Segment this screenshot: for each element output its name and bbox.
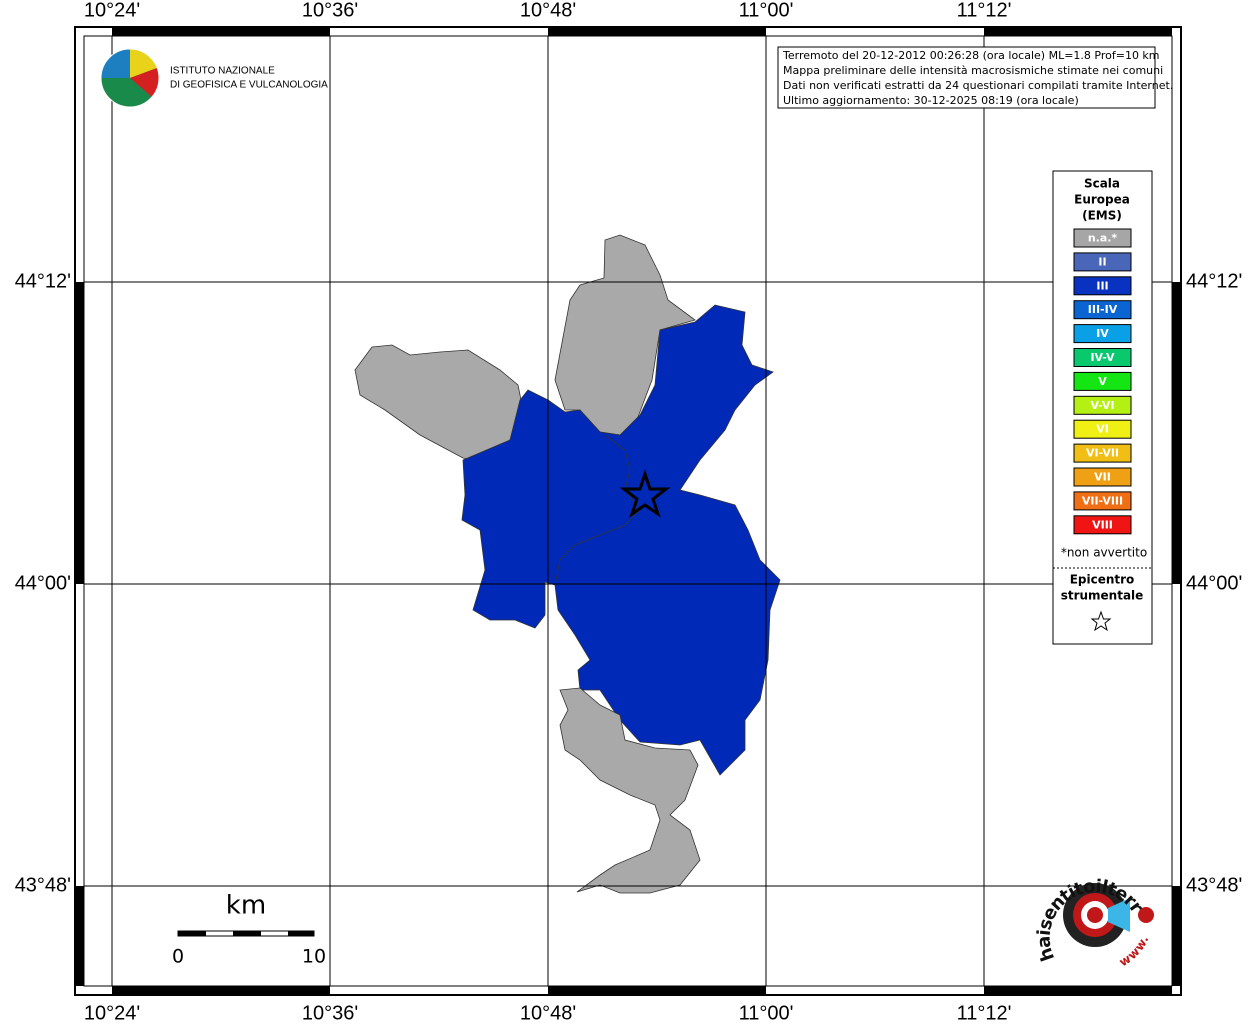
legend-label: IV <box>1096 327 1109 340</box>
legend-swatch <box>1073 395 1132 415</box>
info-line: Mappa preliminare delle intensità macros… <box>783 64 1163 77</box>
lon-label: 10°48' <box>520 0 576 21</box>
legend-swatch <box>1073 348 1132 367</box>
legend-label: VI <box>1096 423 1109 436</box>
legend-swatch <box>1073 371 1132 391</box>
lon-label: 10°48' <box>520 1002 576 1024</box>
legend-swatch <box>1073 324 1132 344</box>
municipality-na <box>354 344 523 461</box>
info-box <box>777 46 1156 109</box>
epicenter-star <box>619 469 671 518</box>
info-line: Dati non verificati estratti da 24 quest… <box>783 79 1173 92</box>
legend-star <box>1090 610 1112 632</box>
legend-swatch <box>1073 252 1132 272</box>
legend-swatch <box>1073 300 1132 320</box>
frame-bars <box>75 27 1181 995</box>
lat-label: 44°12' <box>15 270 71 292</box>
scale-end: 10 <box>302 946 326 968</box>
lon-label: 10°36' <box>302 0 358 21</box>
legend-swatch <box>1073 443 1132 463</box>
lat-label: 44°00' <box>1186 572 1242 594</box>
info-text: Terremoto del 20-12-2012 00:26:28 (ora l… <box>782 49 1173 107</box>
info-line: Ultimo aggiornamento: 30-12-2025 08:19 (… <box>783 94 1079 107</box>
legend-swatch <box>1073 276 1132 296</box>
legend-swatch <box>1073 515 1132 535</box>
legend-swatch <box>1073 419 1132 439</box>
legend: ScalaEuropea(EMS)n.a.*IIIIIIII-IVIVIV-VV… <box>1061 177 1147 603</box>
lon-label: 11°00' <box>739 1002 794 1024</box>
legend-label: II <box>1098 255 1106 268</box>
legend-title: (EMS) <box>1082 209 1122 223</box>
legend-swatch <box>1073 491 1132 511</box>
lon-label: 10°24' <box>84 0 140 21</box>
municipality-iii <box>461 304 781 776</box>
scale-bar: km 0 10 <box>172 891 326 968</box>
legend-note: *non avvertito <box>1061 546 1147 560</box>
legend-label: VII-VIII <box>1082 494 1123 507</box>
institute-name: DI GEOFISICA E VULCANOLOGIA <box>170 80 328 91</box>
graticule <box>84 36 1172 986</box>
municipal-border <box>554 434 641 586</box>
legend-swatch <box>1073 467 1132 487</box>
legend-epicenter: Epicentro <box>1070 573 1135 587</box>
institute-name: ISTITUTO NAZIONALE <box>170 66 275 77</box>
lat-label: 44°12' <box>1186 270 1242 292</box>
legend-label: VIII <box>1092 518 1113 531</box>
lon-label: 11°00' <box>739 0 794 21</box>
lon-label: 11°12' <box>957 0 1012 21</box>
scale-unit: km <box>226 891 266 921</box>
legend-label: VI-VII <box>1086 447 1119 460</box>
legend-label: III-IV <box>1088 303 1118 316</box>
coordinate-labels: 10°24' 10°24' 10°36' 10°36' 10°48' 10°48' 11°0… <box>15 0 1243 1024</box>
lon-label: 11°12' <box>957 1002 1012 1024</box>
lat-label: 44°00' <box>15 572 71 594</box>
legend-label: V-VI <box>1090 399 1114 412</box>
legend-title: Europea <box>1074 193 1130 207</box>
lat-label: 43°48' <box>15 874 71 896</box>
legend-epicenter: strumentale <box>1061 589 1144 603</box>
legend-label: n.a.* <box>1088 232 1118 245</box>
municipality-na <box>559 687 701 894</box>
lon-label: 10°36' <box>302 1002 358 1024</box>
legend-swatch <box>1073 228 1132 248</box>
ingv-logo: ISTITUTO NAZIONALE DI GEOFISICA E VULCAN… <box>100 48 328 108</box>
legend-label: V <box>1098 375 1107 388</box>
lat-label: 43°48' <box>1186 874 1242 896</box>
info-line: Terremoto del 20-12-2012 00:26:28 (ora l… <box>782 49 1160 62</box>
lon-label: 10°24' <box>84 1002 140 1024</box>
legend-label: IV-V <box>1090 351 1115 364</box>
legend-label: III <box>1096 279 1108 292</box>
legend-label: VII <box>1094 471 1111 484</box>
legend-title: Scala <box>1084 177 1120 191</box>
scale-start: 0 <box>172 946 184 968</box>
municipalities <box>354 234 781 894</box>
